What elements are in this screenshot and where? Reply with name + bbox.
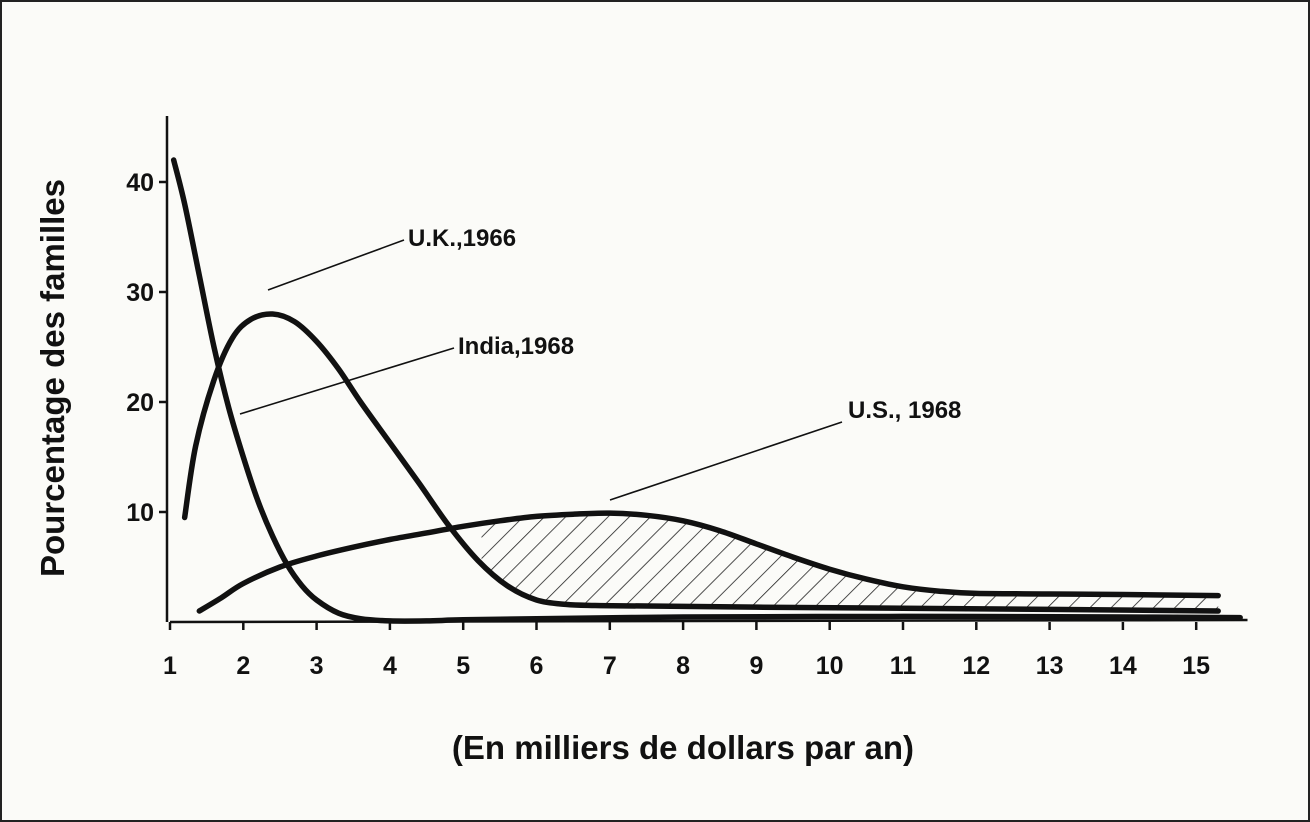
- series-curves: [170, 157, 1243, 624]
- x-axis-line: [169, 618, 1248, 624]
- x-tick-label: 5: [456, 652, 470, 680]
- y-tick-label: 40: [126, 169, 154, 197]
- x-tick-label: 1: [163, 652, 177, 680]
- x-tick-label: 11: [890, 652, 917, 680]
- series-labels: U.K.,1966 India,1968 U.S., 1968: [408, 225, 961, 424]
- x-tick-label: 12: [962, 652, 990, 680]
- series-label-us: U.S., 1968: [848, 397, 961, 424]
- y-axis-title: Pourcentage des familles: [34, 179, 71, 577]
- series-line-us-1968: [196, 510, 1221, 614]
- leader-lines: [239, 239, 843, 501]
- leader-line-india: [239, 347, 455, 415]
- x-tick-label: 13: [1036, 652, 1064, 680]
- y-tick-label: 10: [126, 499, 154, 527]
- series-label-india: India,1968: [458, 333, 574, 360]
- x-tick-label: 10: [816, 652, 844, 680]
- x-tick-label: 9: [749, 652, 763, 680]
- x-tick-label: 3: [310, 652, 324, 680]
- x-tick-label: 14: [1109, 652, 1137, 680]
- x-tick-label: 2: [236, 652, 250, 680]
- x-axis-title: (En milliers de dollars par an): [452, 729, 914, 766]
- x-tick-label: 15: [1182, 652, 1210, 680]
- series-line-uk-1966: [181, 311, 1221, 614]
- leader-line-uk: [267, 239, 405, 291]
- axes: [165, 116, 1248, 624]
- series-label-uk: U.K.,1966: [408, 225, 516, 252]
- leader-line-us: [609, 421, 843, 501]
- x-tick-label: 6: [530, 652, 544, 680]
- x-tick-label: 8: [676, 652, 690, 680]
- hatched-area: [481, 513, 1219, 611]
- y-tick-label: 20: [126, 389, 154, 417]
- series-line-india-1968: [170, 157, 1243, 624]
- hatched-region: [481, 513, 1219, 611]
- x-tick-label: 4: [383, 652, 397, 680]
- y-tick-label: 30: [126, 279, 154, 307]
- x-tick-label: 7: [603, 652, 617, 680]
